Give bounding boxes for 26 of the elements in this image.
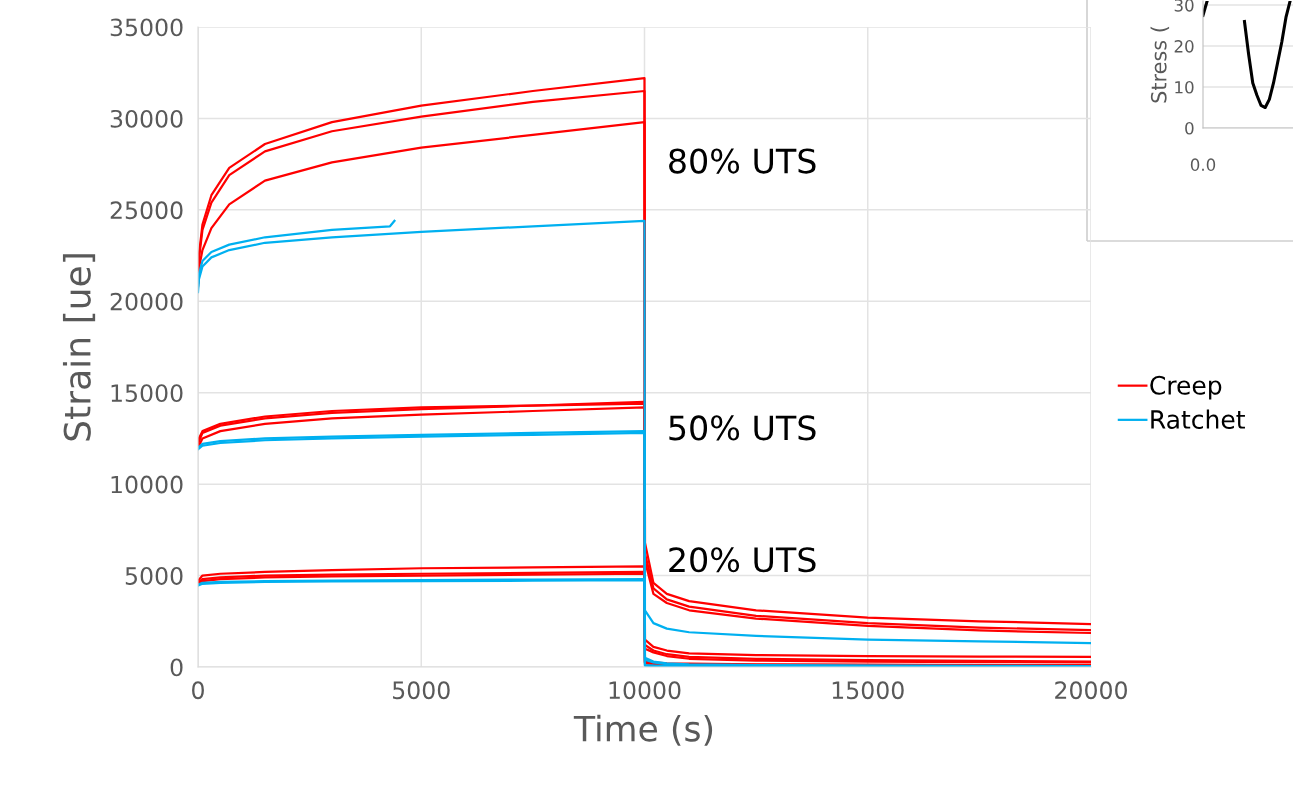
annotation: 20% UTS [669, 547, 816, 573]
y-axis-title: Strain [ue] [62, 254, 96, 441]
legend-label: Ratchet [1151, 409, 1245, 429]
y-tick-label: 20000 [110, 292, 183, 311]
y-tick-label: 0 [1185, 121, 1194, 135]
y-tick-label: 15000 [111, 384, 183, 403]
y-axis-title: Stress ( [1150, 26, 1170, 103]
x-tick-label: 10000 [609, 681, 681, 700]
y-tick-label: 30000 [110, 109, 183, 128]
y-tick-label: 0 [170, 658, 183, 677]
annotation: 80% UTS [669, 148, 816, 174]
y-tick-label: 30 [1174, 0, 1194, 12]
x-tick-label: 5000 [393, 681, 450, 700]
y-tick-label: 20 [1174, 40, 1194, 53]
text: 0.0 [1190, 158, 1216, 171]
annotation: 50% UTS [669, 415, 816, 441]
y-tick-label: 35000 [110, 18, 183, 37]
legend-label: Creep [1150, 375, 1222, 400]
y-tick-label: 25000 [110, 201, 183, 220]
x-tick-label: 15000 [832, 681, 904, 700]
y-tick-label: 10000 [111, 475, 183, 494]
x-tick-label: 0 [192, 681, 204, 700]
x-tick-label: 20000 [1055, 681, 1127, 700]
y-tick-label: 5000 [125, 567, 183, 585]
y-tick-label: 10 [1175, 80, 1194, 94]
x-axis-title: Time (s) [573, 714, 713, 746]
